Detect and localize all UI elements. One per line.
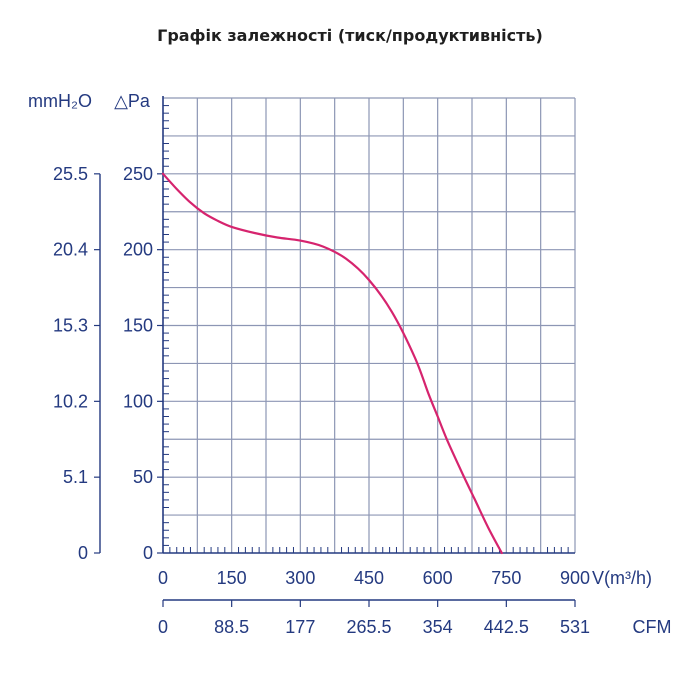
y2-tick-label: 15.3 [53,316,88,336]
x-tick-label: 300 [285,568,315,588]
y-tick-label: 100 [123,391,153,411]
y-axis-unit-label: △Pa [114,91,151,111]
pressure-curve-line [161,172,503,555]
x2-tick-label: 88.5 [214,617,249,637]
x-tick-label: 600 [423,568,453,588]
y-tick-label: 0 [143,543,153,563]
x2-tick-label: 442.5 [484,617,529,637]
x-axis-unit-label: V(m³/h) [592,568,652,588]
x2-tick-label: 177 [285,617,315,637]
y2-tick-label: 0 [78,543,88,563]
y2-tick-label: 20.4 [53,240,88,260]
x-tick-label: 450 [354,568,384,588]
x2-axis-unit-label: CFM [633,617,672,637]
x2-tick-label: 354 [423,617,453,637]
y-tick-label: 250 [123,164,153,184]
y-tick-label: 150 [123,316,153,336]
x-tick-label: 900 [560,568,590,588]
x2-tick-label: 265.5 [346,617,391,637]
y-tick-label: 50 [133,467,153,487]
x2-tick-label: 0 [158,617,168,637]
x-tick-label: 150 [217,568,247,588]
y2-tick-label: 10.2 [53,391,88,411]
x-tick-label: 0 [158,568,168,588]
x-tick-label: 750 [491,568,521,588]
y2-tick-label: 5.1 [63,467,88,487]
chart-title: Графік залежності (тиск/продуктивність) [157,26,543,45]
y2-tick-label: 25.5 [53,164,88,184]
y2-axis-unit-label: mmH₂O [28,91,92,111]
x2-tick-label: 531 [560,617,590,637]
y-tick-label: 200 [123,240,153,260]
